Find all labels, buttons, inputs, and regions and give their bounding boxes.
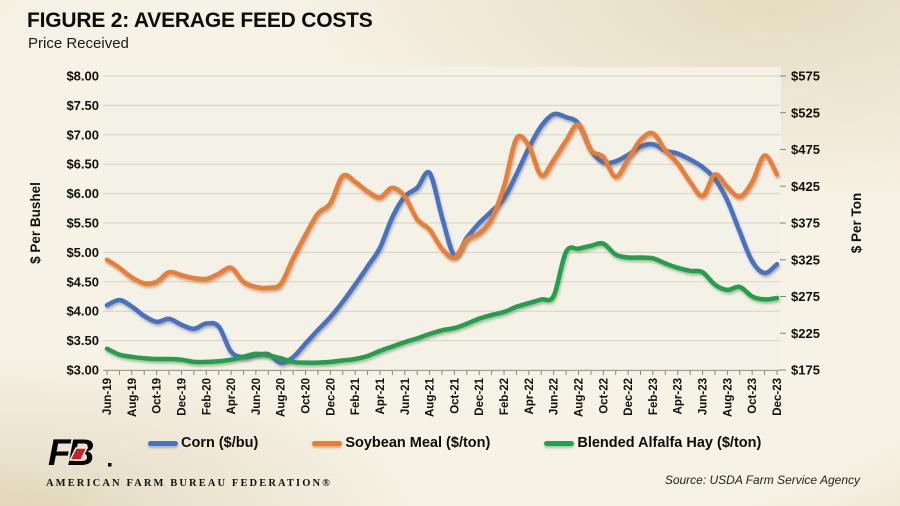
x-axis-tick-label: Oct-21 [449, 377, 461, 413]
x-axis-tick-label: Feb-22 [499, 378, 511, 415]
fb-logo-letters: FB [48, 433, 94, 473]
legend-item-alfalfa-hay: Blended Alfalfa Hay ($/ton) [544, 435, 761, 451]
left-axis-tick-label: $6.00 [66, 186, 99, 201]
chart-legend: Corn ($/bu) Soybean Meal ($/ton) Blended… [148, 435, 761, 451]
x-axis-tick-label: Dec-23 [772, 378, 784, 416]
left-axis-title: $ Per Bushel [28, 182, 43, 264]
x-axis-tick-label: Jun-23 [698, 378, 710, 415]
right-axis-tick-label: $175 [791, 363, 820, 378]
x-axis-tick-label: Apr-23 [673, 378, 685, 414]
x-axis-tick-label: Aug-19 [127, 378, 139, 417]
right-axis-tick-label: $225 [791, 326, 820, 341]
right-axis-tick-label: $325 [791, 252, 820, 267]
x-axis-tick-label: Dec-19 [176, 378, 188, 416]
left-axis-tick-label: $8.00 [66, 69, 99, 84]
x-axis-tick-label: Apr-21 [375, 377, 387, 414]
left-axis-tick-label: $3.50 [66, 333, 99, 348]
x-axis-tick-label: Feb-23 [648, 378, 660, 415]
x-axis-tick-label: Oct-23 [747, 378, 759, 414]
left-axis-tick-label: $7.50 [66, 98, 99, 113]
x-axis-tick-label: Aug-23 [722, 378, 734, 417]
left-axis-tick-label: $4.00 [66, 304, 99, 319]
legend-label-corn: Corn ($/bu) [181, 435, 259, 451]
afbf-logo: FB AMERICAN FARM BUREAU FEDERATION® [46, 432, 346, 489]
blended-line [104, 240, 780, 365]
x-axis-tick-label: Jun-22 [549, 378, 561, 415]
legend-item-soybean-meal: Soybean Meal ($/ton) [312, 435, 490, 451]
legend-label-soybean-meal: Soybean Meal ($/ton) [345, 435, 491, 451]
x-axis-tick-label: Dec-21 [474, 377, 486, 415]
afbf-fb-mark-icon: FB [48, 432, 112, 473]
right-axis-tick-label: $375 [791, 216, 820, 231]
x-axis-tick-label: Aug-21 [425, 377, 437, 417]
right-axis-tick-label: $425 [791, 179, 820, 194]
x-axis-tick-label: Dec-20 [325, 378, 337, 416]
x-axis-tick-label: Oct-22 [598, 378, 610, 414]
left-axis-tick-label: $5.00 [66, 245, 99, 260]
right-axis-tick-label: $275 [791, 289, 820, 304]
legend-item-corn: Corn ($/bu) [148, 435, 258, 451]
x-axis-tick-label: Feb-21 [350, 377, 362, 415]
x-axis-tick-label: Aug-20 [276, 378, 288, 417]
right-axis-tick-label: $525 [791, 105, 820, 120]
x-axis-tick-label: Oct-20 [301, 378, 313, 414]
left-axis-tick-label: $4.50 [66, 274, 99, 289]
page-subtitle: Price Received [28, 35, 129, 52]
soybean-meal-line-swatch-icon [312, 440, 343, 446]
x-axis-tick-label: Apr-20 [226, 378, 238, 414]
x-axis-tick-label: Oct-19 [152, 378, 164, 414]
left-axis-tick-label: $6.50 [66, 157, 99, 172]
x-axis-tick-label: Jun-19 [102, 378, 114, 415]
page-title: FIGURE 2: AVERAGE FEED COSTS [27, 9, 373, 32]
legend-label-alfalfa-hay: Blended Alfalfa Hay ($/ton) [577, 435, 762, 451]
x-axis-tick-label: Jun-20 [251, 378, 263, 415]
right-axis-tick-label: $475 [791, 142, 820, 157]
x-axis-tick-label: Aug-22 [573, 378, 585, 417]
fb-logo-registered-dot [108, 463, 112, 467]
x-axis-tick-label: Apr-22 [524, 378, 536, 414]
left-axis-tick-label: $7.00 [66, 127, 99, 142]
x-axis-tick-label: Feb-20 [201, 378, 213, 415]
x-axis-tick-label: Dec-22 [623, 378, 635, 416]
soybean-line [104, 122, 780, 291]
afbf-org-name: AMERICAN FARM BUREAU FEDERATION® [46, 478, 333, 489]
left-axis-tick-label: $5.50 [66, 216, 99, 231]
right-axis-tick-label: $575 [791, 69, 820, 84]
corn-line-swatch-icon [148, 440, 178, 446]
right-axis-title: $ Per Ton [849, 193, 864, 254]
alfalfa-hay-line-swatch-icon [544, 440, 575, 446]
fb-logo-red-accent [68, 447, 89, 461]
x-axis-tick-label: Jun-21 [400, 377, 412, 415]
left-axis-tick-label: $3.00 [66, 363, 99, 378]
source-attribution: Source: USDA Farm Service Agency [664, 473, 860, 487]
